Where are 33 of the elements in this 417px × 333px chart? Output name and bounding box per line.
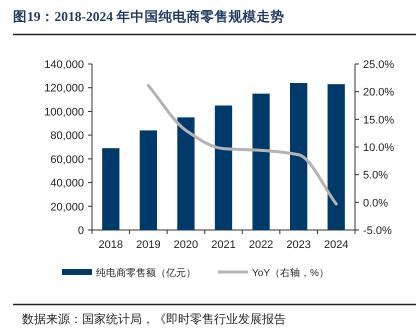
y-tick-label: 120,000 (44, 82, 84, 95)
x-tick-label: 2019 (136, 239, 161, 251)
x-tick-label: 2020 (174, 239, 198, 251)
y-tick-label: 100,000 (44, 106, 84, 118)
x-tick-label: 2023 (286, 239, 311, 251)
y2-tick-label: 20.0% (363, 86, 394, 99)
source-note: 数据来源：国家统计局，《即时零售行业发展报告 (22, 312, 286, 326)
legend-label: 纯电商零售额（亿元） (96, 267, 196, 279)
y-tick-label: 60,000 (50, 154, 84, 166)
y2-tick-label: -5.0% (363, 225, 392, 237)
bar (177, 117, 195, 230)
y2-tick-label: 5.0% (363, 170, 388, 182)
bar (290, 82, 308, 230)
y2-tick-label: 0.0% (363, 197, 388, 210)
y-tick-label: 0 (78, 225, 84, 237)
bar (252, 94, 270, 230)
y-tick-label: 40,000 (50, 178, 84, 190)
y2-tick-label: 10.0% (363, 142, 394, 154)
y2-tick-label: 25.0% (363, 59, 394, 71)
x-tick-label: 2022 (248, 239, 274, 251)
y-tick-label: 140,000 (44, 59, 84, 71)
y2-tick-label: 15.0% (363, 114, 394, 126)
bar (214, 106, 232, 230)
x-tick-label: 2021 (211, 239, 236, 251)
bar (102, 148, 120, 230)
bar (140, 130, 157, 230)
bar (328, 84, 345, 230)
legend-label: YoY（右轴，%） (252, 267, 329, 279)
x-tick-label: 2018 (98, 239, 124, 251)
x-tick-label: 2024 (324, 239, 348, 251)
y-tick-label: 80,000 (50, 130, 84, 142)
title: 图19：2018-2024 年中国纯电商零售规模走势 (13, 9, 284, 24)
y-tick-label: 20,000 (50, 201, 84, 214)
